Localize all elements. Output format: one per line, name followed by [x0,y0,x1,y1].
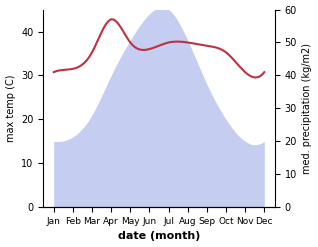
Y-axis label: med. precipitation (kg/m2): med. precipitation (kg/m2) [302,43,313,174]
Y-axis label: max temp (C): max temp (C) [5,75,16,142]
X-axis label: date (month): date (month) [118,231,200,242]
